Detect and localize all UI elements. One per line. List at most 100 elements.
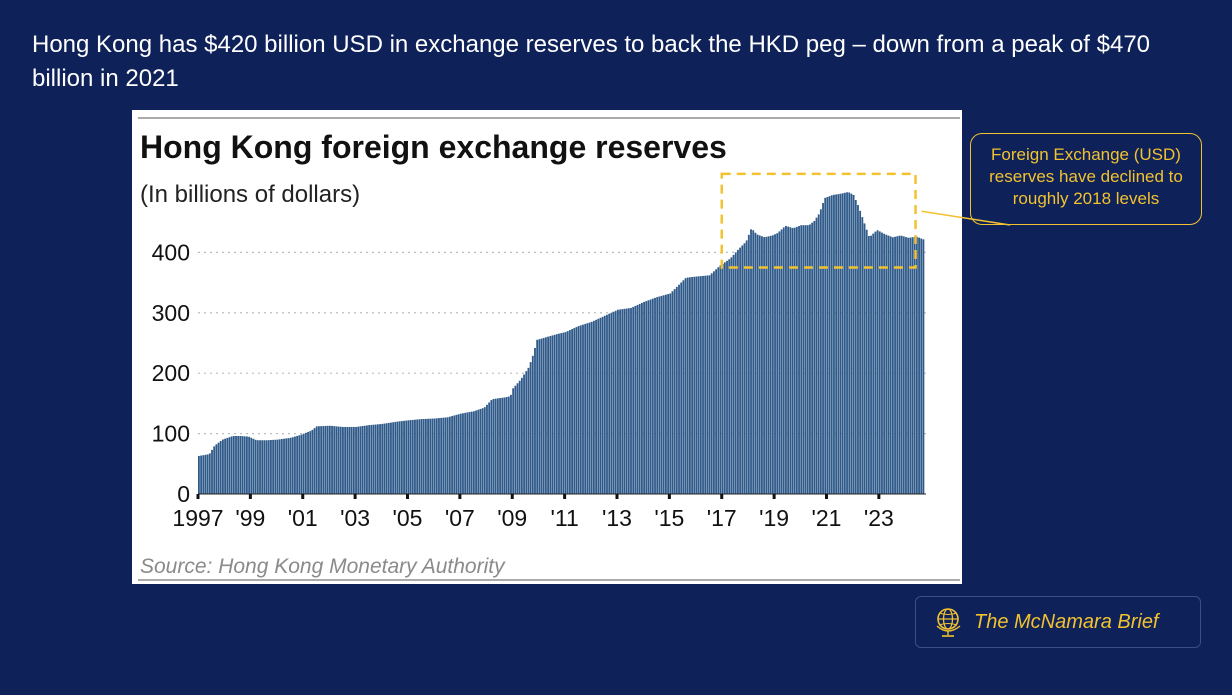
- bar: [843, 192, 846, 494]
- bar: [654, 297, 656, 494]
- bar: [708, 275, 711, 494]
- bar: [887, 235, 890, 494]
- brand-badge[interactable]: The McNamara Brief: [915, 596, 1201, 648]
- bar: [420, 419, 423, 494]
- bar: [261, 440, 264, 494]
- bar: [791, 227, 794, 494]
- bar: [669, 293, 672, 494]
- bar: [787, 226, 790, 494]
- globe-icon: [936, 608, 961, 637]
- bar: [693, 276, 696, 494]
- bar: [743, 243, 746, 494]
- x-tick-label: '11: [550, 505, 578, 531]
- bar: [241, 436, 244, 494]
- bar: [520, 377, 523, 494]
- x-tick-label: '01: [288, 505, 318, 531]
- bar: [455, 414, 458, 494]
- bar: [774, 234, 776, 494]
- bar: [490, 400, 493, 494]
- bar: [527, 367, 530, 494]
- bar: [651, 298, 654, 494]
- bar: [558, 333, 560, 494]
- bar: [547, 336, 549, 494]
- bar: [379, 424, 381, 494]
- bar: [582, 324, 584, 494]
- bar: [381, 423, 384, 494]
- bar: [228, 437, 231, 494]
- bar: [713, 271, 715, 494]
- chart-title: Hong Kong foreign exchange reserves: [140, 129, 727, 165]
- bar: [905, 237, 907, 494]
- bar: [780, 229, 783, 495]
- bar: [861, 217, 864, 494]
- bar: [335, 426, 338, 494]
- bar: [577, 326, 580, 494]
- bar: [640, 302, 643, 494]
- bar: [647, 300, 650, 494]
- bar: [549, 336, 552, 494]
- bar: [802, 225, 805, 495]
- bar: [815, 217, 818, 494]
- bar: [274, 439, 277, 494]
- bar: [239, 436, 242, 494]
- bar: [202, 455, 205, 494]
- bar: [394, 421, 397, 494]
- y-tick-label: 300: [152, 300, 190, 326]
- bar: [477, 409, 480, 494]
- bar: [568, 330, 571, 494]
- bar: [283, 438, 285, 494]
- x-tick-label: '15: [654, 505, 684, 531]
- bar: [918, 237, 920, 494]
- bar: [289, 437, 292, 494]
- brand-name: The McNamara Brief: [974, 610, 1159, 633]
- bar: [782, 227, 785, 495]
- bar: [390, 422, 392, 494]
- bar: [778, 231, 781, 494]
- bar: [819, 209, 822, 494]
- chart-source: Source: Hong Kong Monetary Authority: [140, 555, 506, 578]
- bar: [660, 295, 663, 494]
- bar: [758, 235, 761, 494]
- y-tick-label: 100: [152, 421, 190, 447]
- bar: [438, 418, 440, 494]
- bar: [518, 380, 521, 494]
- bar: [612, 311, 615, 494]
- bar: [761, 236, 763, 494]
- bar: [730, 257, 733, 494]
- bar: [309, 431, 312, 494]
- bar: [523, 374, 525, 494]
- bar: [350, 426, 353, 494]
- bar: [442, 417, 445, 494]
- bar: [235, 436, 237, 494]
- bar: [608, 313, 611, 494]
- bar: [745, 240, 748, 494]
- bar: [433, 418, 436, 494]
- bar: [833, 194, 835, 494]
- bar: [699, 276, 702, 494]
- bar: [798, 226, 800, 494]
- bar: [405, 420, 408, 494]
- bar: [472, 411, 475, 494]
- bar: [907, 237, 910, 494]
- x-tick-label: '13: [602, 505, 632, 531]
- bar: [211, 449, 213, 494]
- bar: [352, 426, 355, 494]
- bar: [878, 231, 881, 494]
- bar: [213, 446, 216, 494]
- bar: [313, 428, 316, 494]
- bar: [852, 194, 855, 494]
- bar: [409, 420, 412, 494]
- bar: [208, 453, 211, 494]
- bar: [902, 236, 905, 494]
- bar: [424, 418, 427, 494]
- bar: [586, 323, 589, 494]
- bar: [263, 440, 266, 494]
- slide-headline: Hong Kong has $420 billion USD in exchan…: [32, 31, 1151, 92]
- bar: [911, 237, 914, 494]
- x-tick-label: '17: [707, 505, 737, 531]
- bar: [462, 413, 464, 494]
- bar: [841, 193, 844, 494]
- bar: [346, 426, 349, 494]
- bar: [728, 259, 731, 494]
- bar: [481, 408, 484, 494]
